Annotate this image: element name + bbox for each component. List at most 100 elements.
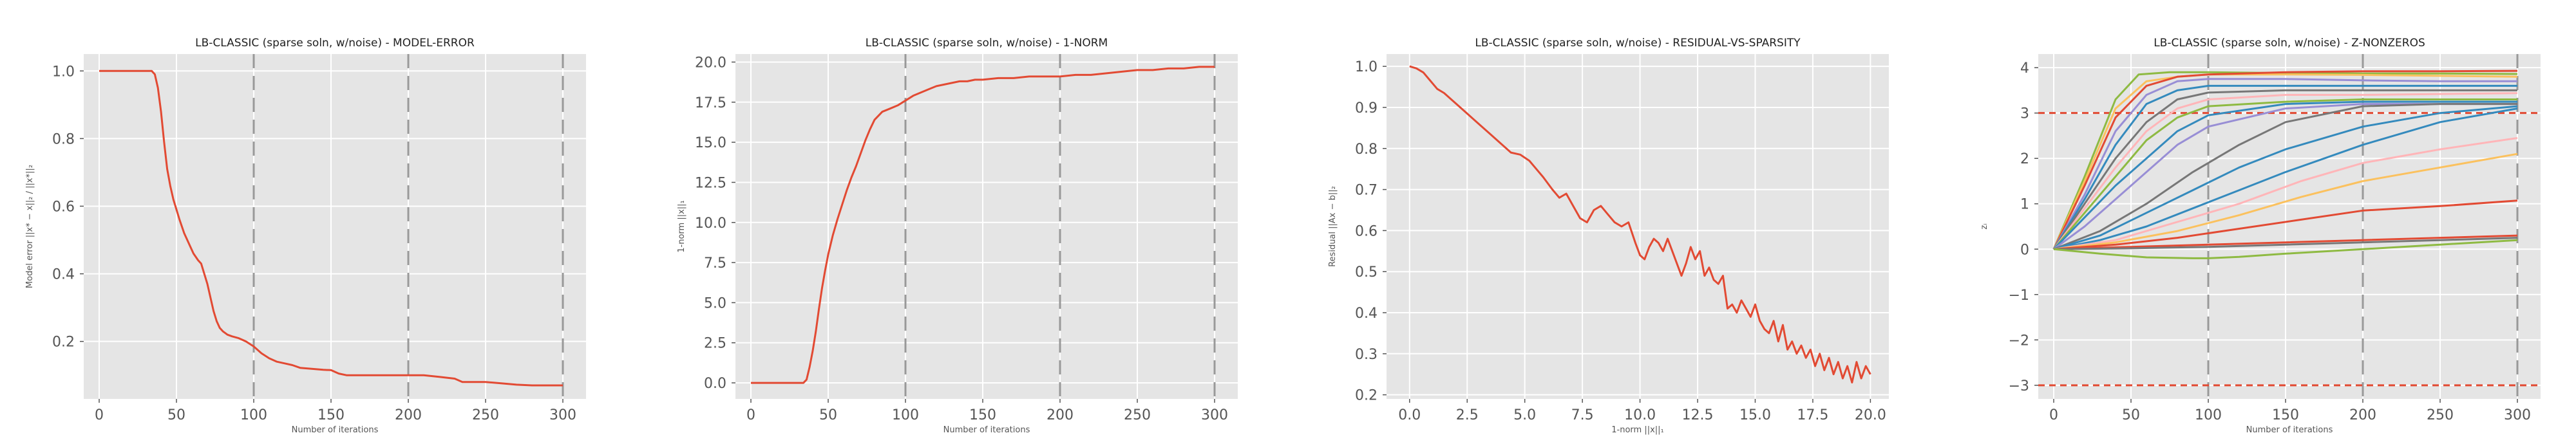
y-tick-label: 0.5	[1355, 264, 1378, 281]
y-tick-label: 5.0	[704, 295, 726, 311]
series-line-4	[2052, 78, 2517, 250]
y-tick-label: 1.0	[52, 64, 75, 80]
x-tick-label: 10.0	[1624, 407, 1656, 423]
x-tick-label: 300	[549, 407, 576, 423]
y-tick-label: −1	[2009, 288, 2029, 304]
x-tick-label: 7.5	[1571, 407, 1594, 423]
series-line-15	[2053, 152, 2518, 250]
series-line-10	[2053, 103, 2517, 250]
x-tick-label: 12.5	[1682, 407, 1714, 423]
x-tick-label: 50	[819, 407, 837, 423]
series-line-19	[2053, 239, 2518, 259]
y-tick-label: 0.6	[52, 199, 75, 215]
y-tick-label: 12.5	[695, 175, 726, 191]
y-tick-label: 0.8	[52, 131, 75, 147]
series-line-1	[1409, 65, 1871, 383]
chart-title: LB-CLASSIC (sparse soln, w/noise) - RESI…	[1475, 37, 1801, 50]
x-tick-label: 0	[2049, 407, 2058, 423]
chart-panel-2: 0 50 100 150 200 250 300 0.0 2.5 5.0 7.5 10.0 12.5 15…	[677, 37, 1238, 435]
y-tick-label: 0.4	[1355, 306, 1378, 322]
y-tick-label: 3	[2020, 106, 2029, 122]
x-tick-label: 0.0	[1398, 407, 1421, 423]
series-line-1	[751, 66, 1215, 384]
x-tick-label: 200	[2349, 407, 2376, 423]
chart-panel-4: 0 50 100 150 200 250 300 −3 −2 −1 0 1 2 3 4 LB-CLASSIC …	[1980, 37, 2541, 435]
plot-area	[735, 54, 1238, 399]
series-line-17	[2053, 234, 2518, 250]
x-axis-label: Number of iterations	[292, 425, 379, 435]
y-axis-label: zᵢ	[1980, 223, 1989, 229]
y-tick-label: 0.4	[52, 267, 75, 283]
plot-area	[84, 54, 586, 399]
x-tick-label: 0	[746, 407, 755, 423]
y-tick-label: 15.0	[695, 135, 726, 151]
series-line-3	[2052, 69, 2518, 250]
x-tick-label: 15.0	[1739, 407, 1771, 423]
x-tick-label: 50	[2122, 407, 2140, 423]
y-tick-label: 0.3	[1355, 347, 1378, 363]
series-line-16	[2053, 199, 2518, 250]
y-tick-label: −3	[2009, 378, 2029, 394]
y-tick-label: 2	[2020, 151, 2029, 167]
x-tick-label: 17.5	[1797, 407, 1828, 423]
y-tick-label: 10.0	[695, 216, 726, 232]
x-tick-label: 150	[317, 407, 345, 423]
series-line-8	[2052, 98, 2517, 250]
series-line-18	[2053, 237, 2518, 250]
series-line-5	[2052, 84, 2517, 250]
y-tick-label: 0.6	[1355, 223, 1378, 239]
x-tick-label: 150	[969, 407, 996, 423]
y-tick-label: 4	[2020, 60, 2029, 77]
y-tick-label: 1.0	[1355, 59, 1378, 75]
chart-title: LB-CLASSIC (sparse soln, w/noise) - 1-NO…	[866, 37, 1108, 50]
y-tick-label: 17.5	[695, 95, 726, 111]
x-axis-label: 1-norm ||x||₁	[1611, 425, 1664, 435]
x-tick-label: 300	[2504, 407, 2531, 423]
x-tick-label: 100	[2195, 407, 2222, 423]
series-line-7	[2052, 92, 2518, 250]
chart-panel-1: 0 50 100 150 200 250 300 0.2 0.4 0.6 0.8 1.0 LB-CLAS…	[25, 37, 586, 435]
series-line-1	[99, 69, 563, 387]
y-tick-label: 7.5	[704, 255, 726, 272]
x-axis-label: Number of iterations	[943, 425, 1030, 435]
series-line-12	[2053, 105, 2518, 250]
x-tick-label: 100	[240, 407, 267, 423]
y-tick-label: 0.8	[1355, 142, 1378, 158]
x-tick-label: 300	[1201, 407, 1228, 423]
x-tick-label: 150	[2272, 407, 2299, 423]
x-tick-label: 2.5	[1456, 407, 1479, 423]
y-tick-label: 1	[2020, 197, 2029, 213]
x-tick-label: 50	[167, 407, 185, 423]
series-line-9	[2052, 100, 2517, 250]
y-tick-label: 0.2	[52, 335, 75, 351]
x-tick-label: 0	[95, 407, 104, 423]
y-tick-label: 2.5	[704, 336, 726, 352]
series-line-6	[2052, 89, 2517, 250]
y-axis-label: 1-norm ||x||₁	[677, 200, 687, 253]
chart-title: LB-CLASSIC (sparse soln, w/noise) - MODE…	[195, 37, 475, 50]
x-tick-label: 200	[395, 407, 422, 423]
y-tick-label: 20.0	[695, 55, 726, 71]
plot-area	[1387, 54, 1889, 399]
y-tick-label: 0.0	[704, 376, 726, 392]
series-line-13	[2053, 107, 2518, 250]
x-tick-label: 5.0	[1513, 407, 1536, 423]
x-tick-label: 250	[472, 407, 499, 423]
chart-panel-3: 0.0 2.5 5.0 7.5 10.0 12.5 15.0 17.5 20.0 0.2 0.3 0.…	[1328, 37, 1889, 435]
y-tick-label: 0.2	[1355, 388, 1378, 404]
x-tick-label: 250	[1124, 407, 1151, 423]
x-tick-label: 250	[2427, 407, 2454, 423]
chart-title: LB-CLASSIC (sparse soln, w/noise) - Z-NO…	[2154, 37, 2425, 50]
y-tick-label: 0	[2020, 242, 2029, 258]
series-line-11	[2053, 103, 2517, 250]
x-axis-label: Number of iterations	[2246, 425, 2333, 435]
y-tick-label: 0.9	[1355, 100, 1378, 116]
x-tick-label: 20.0	[1855, 407, 1886, 423]
y-axis-label: Residual ||Ax − b||₂	[1328, 186, 1338, 267]
y-tick-label: 0.7	[1355, 183, 1378, 199]
x-tick-label: 100	[892, 407, 919, 423]
y-tick-label: −2	[2009, 333, 2029, 349]
x-tick-label: 200	[1046, 407, 1074, 423]
series-line-14	[2053, 137, 2518, 250]
